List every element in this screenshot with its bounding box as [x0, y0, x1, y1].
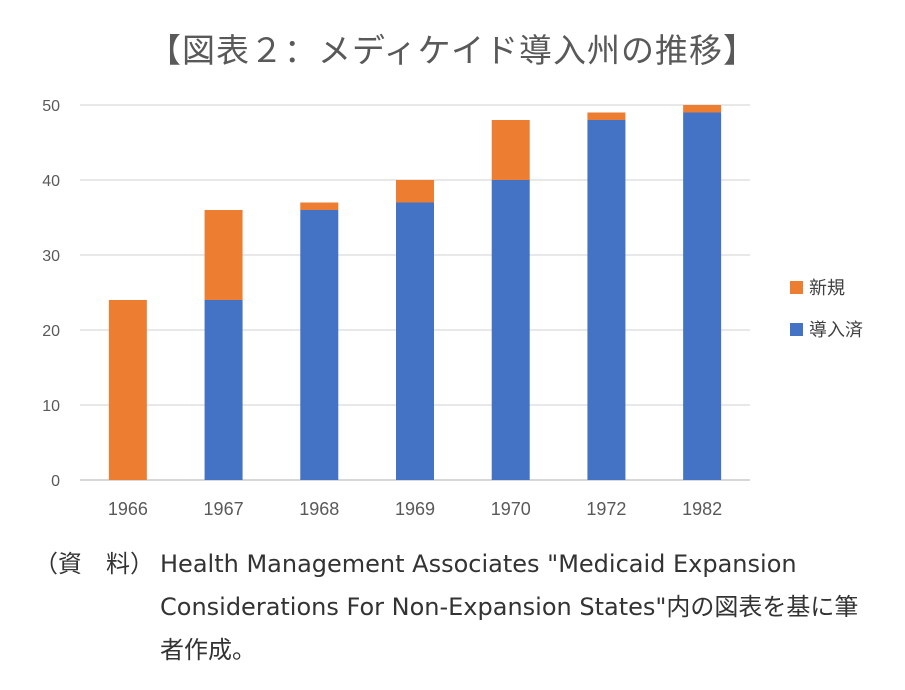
x-tick-label: 1966: [108, 499, 148, 519]
legend-swatch: [790, 281, 803, 294]
x-tick-label: 1967: [204, 499, 244, 519]
bar-new-1982: [683, 105, 722, 113]
chart-title: 【図表２：メディケイド導入州の推移】: [147, 31, 758, 70]
bar-existing-1967: [204, 300, 243, 480]
x-tick-label: 1982: [682, 499, 722, 519]
x-tick-label: 1969: [395, 499, 435, 519]
bar-existing-1968: [300, 210, 339, 480]
bar-new-1969: [396, 180, 434, 203]
bar-existing-1972: [587, 120, 626, 480]
legend-label: 新規: [809, 278, 845, 299]
bar-new-1966: [108, 300, 147, 480]
x-tick-label: 1972: [586, 499, 626, 519]
legend-swatch: [790, 323, 803, 336]
bar-new-1972: [587, 112, 626, 120]
y-tick-label: 30: [42, 248, 60, 265]
x-tick-label: 1970: [491, 499, 531, 519]
bar-new-1968: [300, 202, 339, 210]
source-label: （資 料）: [34, 550, 154, 578]
bar-existing-1970: [491, 180, 530, 480]
stacked-bar-chart: 0 10 20 30 40 50 1966 1967 1968 1969 1970 1972 1982…: [42, 98, 863, 519]
y-axis-ticks: 0 10 20 30 40 50: [42, 98, 60, 490]
legend-label: 導入済: [809, 320, 863, 341]
y-tick-label: 0: [51, 473, 60, 490]
y-tick-label: 50: [42, 98, 60, 115]
bars: [108, 105, 722, 480]
x-axis-ticks: 1966 1967 1968 1969 1970 1972 1982: [108, 499, 722, 519]
bar-new-1970: [491, 120, 530, 180]
bar-existing-1982: [683, 112, 722, 480]
y-tick-label: 20: [42, 323, 60, 340]
y-tick-label: 10: [42, 398, 60, 415]
y-tick-label: 40: [42, 173, 60, 190]
source-text: Health Management Associates "Medicaid E…: [160, 550, 859, 664]
bar-new-1967: [204, 210, 243, 300]
x-tick-label: 1968: [299, 499, 339, 519]
bar-existing-1969: [396, 202, 434, 480]
